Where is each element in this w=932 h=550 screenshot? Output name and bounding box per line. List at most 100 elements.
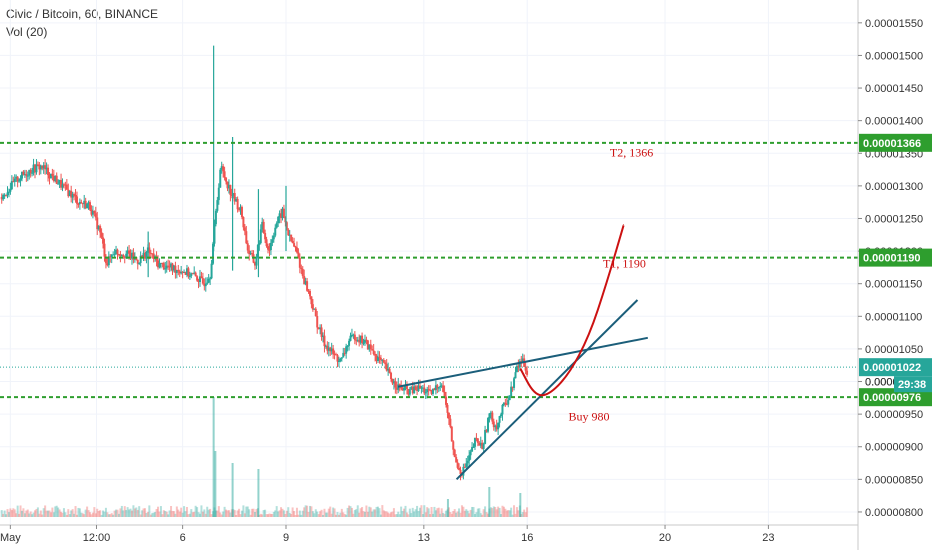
candle-body: [514, 372, 517, 379]
volume-bar: [446, 499, 449, 517]
candle-body: [41, 165, 44, 169]
candle-body: [48, 175, 51, 179]
candle-body: [239, 206, 242, 211]
level-price-badge[interactable]: [859, 388, 932, 407]
volume-bar: [193, 511, 196, 517]
candle-body: [374, 353, 377, 356]
projection-curve[interactable]: [519, 224, 625, 397]
candle-body: [142, 252, 145, 257]
volume-bar: [23, 513, 26, 517]
volume-bar: [123, 506, 126, 517]
volume-bar: [26, 509, 29, 517]
volume-bar: [225, 509, 228, 517]
candle-body: [313, 308, 316, 310]
volume-bar: [103, 511, 106, 517]
volume-bar: [307, 511, 310, 517]
y-tick-label: 0.00000900: [865, 442, 923, 454]
volume-bar: [104, 507, 107, 517]
volume-bar: [507, 510, 510, 517]
volume-bar: [20, 510, 23, 517]
candle-body: [424, 392, 427, 394]
candle-body: [141, 255, 144, 257]
level-price-badge[interactable]: [859, 248, 932, 267]
candle-body: [175, 269, 178, 273]
volume-bar: [200, 505, 203, 517]
volume-bar: [65, 514, 68, 517]
candle-body: [458, 467, 461, 470]
candle-body: [282, 208, 285, 217]
level-price-badge[interactable]: [859, 133, 932, 152]
candle-body: [200, 276, 203, 279]
candle-body: [97, 226, 100, 230]
volume-bar: [209, 508, 212, 517]
volume-bar: [64, 512, 67, 517]
candle-body: [427, 389, 430, 391]
volume-bar: [497, 506, 500, 517]
candle-body: [447, 412, 450, 419]
candle-body: [485, 429, 488, 432]
candle-body: [213, 224, 216, 244]
current-price-badge[interactable]: [859, 358, 932, 377]
candle-body: [2, 194, 5, 200]
candle-body: [452, 441, 455, 450]
candle-body: [355, 340, 358, 342]
volume-bar: [138, 506, 141, 517]
candle-body: [255, 257, 258, 266]
volume-bar: [423, 505, 426, 517]
volume-bar: [155, 509, 158, 517]
annotation-label[interactable]: T2, 1366: [610, 146, 653, 160]
candle-body: [253, 262, 256, 266]
volume-bar: [83, 514, 86, 517]
candle-body: [223, 171, 226, 178]
volume-bar: [143, 508, 146, 517]
candle-body: [65, 184, 68, 190]
volume-bar: [252, 508, 255, 517]
volume-indicator-label[interactable]: Vol (20): [6, 25, 48, 39]
candle-body: [51, 173, 54, 177]
volume-bar: [99, 510, 102, 517]
candle-body: [164, 268, 167, 270]
y-tick-label: 0.00001550: [865, 18, 923, 30]
candle-body: [268, 249, 271, 251]
volume-bar: [70, 510, 73, 517]
candle-body: [417, 385, 420, 391]
volume-bar: [184, 511, 187, 517]
volume-bar: [368, 506, 371, 517]
volume-bar: [16, 505, 19, 517]
candle-body: [84, 200, 87, 209]
volume-bar: [161, 514, 164, 517]
volume-bar: [132, 505, 135, 517]
candle-body: [358, 339, 361, 343]
candle-body: [34, 164, 37, 173]
candle-body: [58, 180, 61, 184]
volume-bar: [433, 506, 436, 517]
volume-bar: [177, 509, 180, 517]
candle-body: [187, 268, 190, 277]
current-price-badge-text: 0.00001022: [863, 362, 921, 374]
volume-bar: [29, 511, 32, 517]
volume-bar: [67, 509, 70, 517]
volume-bar: [290, 513, 293, 517]
candle-body: [71, 194, 74, 198]
trendline[interactable]: [455, 299, 639, 481]
candle-body: [348, 340, 351, 346]
volume-bar: [460, 505, 463, 517]
candle-body: [475, 437, 478, 439]
candle-body: [31, 172, 34, 174]
volume-bar: [261, 514, 264, 517]
candle-body: [54, 175, 57, 181]
annotation-label[interactable]: Buy 980: [569, 410, 610, 424]
volume-bar: [217, 506, 220, 517]
x-tick-label: 23: [762, 532, 774, 544]
volume-bar: [158, 511, 161, 517]
candle-body: [110, 254, 113, 258]
candle-body: [238, 209, 241, 211]
candle-body: [316, 316, 319, 328]
candle-body: [165, 265, 168, 269]
trendline[interactable]: [397, 336, 648, 388]
candle-body: [181, 271, 184, 273]
volume-bar: [36, 507, 39, 517]
volume-bar: [434, 510, 437, 517]
annotation-label[interactable]: T1, 1190: [603, 256, 646, 270]
